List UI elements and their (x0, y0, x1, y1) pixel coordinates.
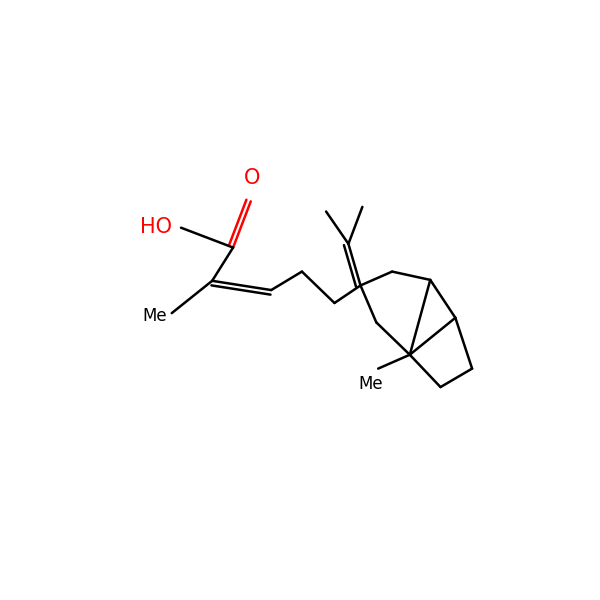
Text: HO: HO (140, 217, 172, 237)
Text: Me: Me (358, 374, 383, 392)
Text: Me: Me (142, 307, 167, 325)
Text: O: O (244, 167, 260, 187)
